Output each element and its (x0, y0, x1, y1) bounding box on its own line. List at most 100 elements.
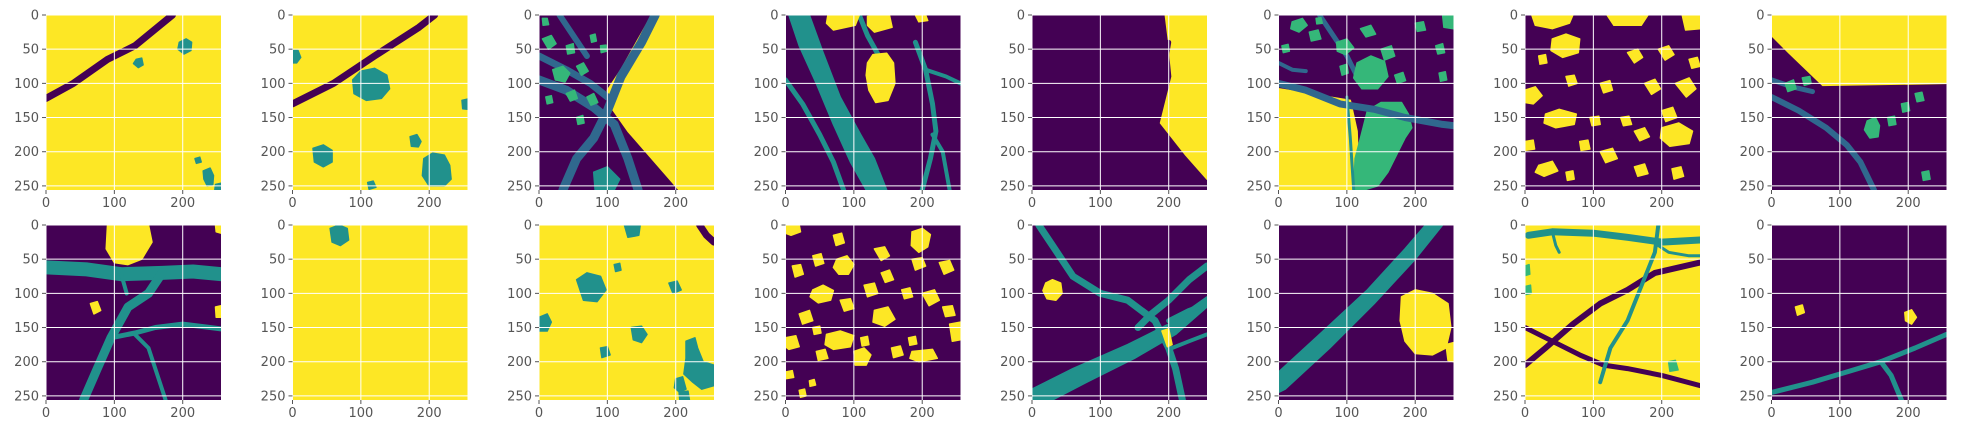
mask-region (409, 133, 422, 148)
y-tick-label: 150 (754, 111, 779, 126)
mask-panel: 0 100 200 0 50 100 150 200 250 (14, 9, 221, 211)
y-tick-label: 250 (1493, 179, 1518, 194)
mask-region (1606, 15, 1649, 27)
y-tick-label: 250 (14, 179, 39, 194)
mask-region (1633, 163, 1649, 178)
mask-region (575, 272, 607, 303)
x-tick-label: 200 (1156, 406, 1181, 421)
x-tick-label: 100 (1827, 196, 1852, 211)
mask-region (865, 52, 896, 104)
y-tick-label: 100 (1000, 77, 1025, 92)
mask-region (1914, 91, 1925, 103)
mask-region (825, 15, 861, 31)
y-tick-label: 150 (1740, 321, 1765, 336)
y-tick-label: 50 (1748, 253, 1765, 268)
mask-region (1565, 170, 1575, 182)
mask-region (863, 282, 879, 298)
mask-region (683, 337, 714, 390)
y-tick-label: 250 (261, 389, 286, 404)
x-tick-label: 200 (170, 196, 195, 211)
grid (1278, 14, 1454, 190)
mask-region (1578, 139, 1591, 152)
mask-panel: 0 100 200 0 50 100 150 200 250 (1000, 9, 1207, 211)
mask-region (914, 15, 929, 23)
mask-region (1339, 63, 1349, 76)
mask-region (1550, 33, 1581, 59)
grid (1524, 224, 1700, 400)
mask-region (1794, 304, 1806, 316)
mask-panel: 0 100 200 0 50 100 150 200 250 (261, 219, 468, 421)
mask-region (177, 38, 193, 55)
mask-region (545, 94, 554, 105)
mask-path (1878, 359, 1904, 400)
y-tick-label: 200 (261, 355, 286, 370)
y-tick-label: 150 (1493, 111, 1518, 126)
mask-region (798, 309, 814, 325)
mask-region (214, 225, 221, 234)
y-tick-label: 0 (31, 219, 39, 234)
y-tick-label: 150 (507, 321, 532, 336)
x-tick-label: 0 (42, 196, 50, 211)
y-tick-label: 0 (770, 9, 778, 24)
mask-region (1525, 263, 1531, 277)
mask-region (1525, 139, 1536, 152)
y-tick-label: 200 (14, 145, 39, 160)
y-tick-label: 50 (762, 43, 779, 58)
mask-path (1550, 230, 1561, 254)
mask-region (1688, 56, 1700, 70)
y-tick-label: 0 (524, 9, 532, 24)
mask-region (565, 89, 579, 102)
mask-region (668, 280, 682, 295)
y-tick-label: 250 (754, 389, 779, 404)
y-tick-label: 150 (1740, 111, 1765, 126)
mask-region (1308, 29, 1322, 42)
y-tick-label: 50 (269, 253, 286, 268)
x-tick-label: 200 (663, 196, 688, 211)
y-tick-label: 50 (1008, 43, 1025, 58)
x-tick-label: 200 (417, 406, 442, 421)
mask-panel: 0 100 200 0 50 100 150 200 250 (1247, 219, 1454, 421)
y-tick-label: 0 (1756, 9, 1764, 24)
x-tick-label: 0 (1028, 196, 1036, 211)
x-tick-label: 100 (1334, 406, 1359, 421)
x-tick-label: 200 (1896, 196, 1921, 211)
y-tick-label: 100 (1740, 287, 1765, 302)
x-tick-label: 0 (535, 406, 543, 421)
y-tick-label: 200 (754, 145, 779, 160)
y-tick-label: 100 (1740, 77, 1765, 92)
mask-region (812, 325, 822, 336)
y-tick-label: 100 (14, 77, 39, 92)
mask-region (785, 225, 802, 237)
y-tick-label: 100 (1493, 287, 1518, 302)
mask-region (1525, 86, 1543, 105)
x-tick-label: 100 (841, 406, 866, 421)
x-tick-label: 0 (535, 196, 543, 211)
mask-path (1525, 259, 1700, 369)
mask-region (873, 246, 891, 262)
mask-region (551, 65, 571, 83)
x-tick-label: 0 (1028, 406, 1036, 421)
y-tick-label: 250 (1247, 179, 1272, 194)
x-tick-label: 100 (1581, 196, 1606, 211)
y-tick-label: 50 (515, 43, 532, 58)
x-tick-label: 0 (1767, 196, 1775, 211)
mask-panel: 0 100 200 0 50 100 150 200 250 (507, 219, 714, 421)
x-tick-label: 100 (1088, 196, 1113, 211)
mask-region (539, 313, 553, 332)
y-tick-label: 150 (754, 321, 779, 336)
mask-panel: 0 100 200 0 50 100 150 200 250 (261, 9, 468, 211)
mask-path (1166, 301, 1207, 324)
x-tick-label: 200 (910, 406, 935, 421)
x-tick-label: 100 (841, 196, 866, 211)
mask-region (575, 114, 585, 126)
mask-region (1801, 75, 1812, 87)
x-tick-label: 100 (102, 406, 127, 421)
mask-path (1170, 332, 1207, 350)
x-tick-label: 100 (1827, 406, 1852, 421)
mask-region (941, 304, 956, 318)
mask-region (202, 167, 215, 187)
y-tick-label: 200 (261, 145, 286, 160)
y-tick-label: 100 (1247, 287, 1272, 302)
grid (1031, 224, 1207, 400)
mask-region (673, 376, 687, 394)
